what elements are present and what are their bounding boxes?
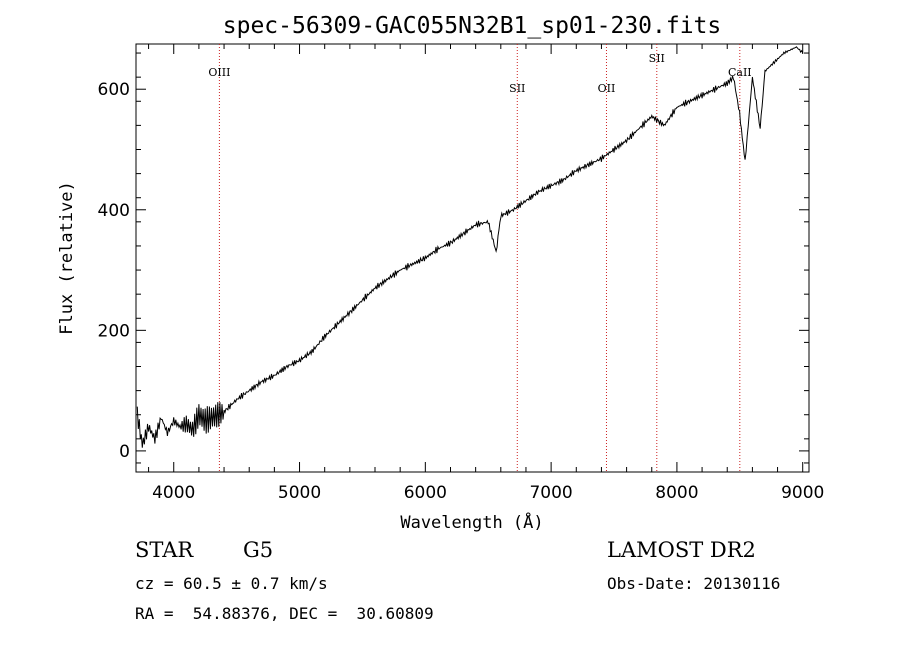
survey-name: LAMOST DR2 <box>607 538 756 562</box>
plot-frame <box>135 43 810 473</box>
redshift-info: cz = 60.5 ± 0.7 km/s <box>135 574 328 593</box>
x-axis-ticks: 4000 5000 6000 7000 8000 9000 <box>148 44 824 503</box>
x-tick-label-2: 6000 <box>404 483 447 503</box>
y-tick-label-0: 0 <box>119 442 130 462</box>
observation-date: Obs-Date: 20130116 <box>607 574 781 593</box>
object-class: STAR <box>135 538 194 562</box>
y-tick-label-3: 600 <box>98 80 130 100</box>
marker-label-3: SII <box>649 52 665 65</box>
x-tick-label-0: 4000 <box>152 483 195 503</box>
marker-label-2: OII <box>598 82 616 95</box>
x-tick-label-4: 8000 <box>655 483 698 503</box>
y-axis-label: Flux (relative) <box>57 181 77 335</box>
marker-label-1: SII <box>509 82 525 95</box>
x-tick-label-5: 9000 <box>781 483 824 503</box>
object-subclass: G5 <box>243 538 274 562</box>
y-tick-label-2: 400 <box>98 201 130 221</box>
x-axis-label: Wavelength (Å) <box>400 511 543 533</box>
y-tick-label-1: 200 <box>98 321 130 341</box>
coordinates-info: RA = 54.88376, DEC = 30.60809 <box>135 604 434 623</box>
spectrum-line <box>136 46 804 448</box>
emission-line-markers: OIII SII OII SII CaII <box>208 44 752 472</box>
marker-label-4: CaII <box>728 66 752 79</box>
x-tick-label-1: 5000 <box>278 483 321 503</box>
x-tick-label-3: 7000 <box>529 483 572 503</box>
chart-title: spec-56309-GAC055N32B1_sp01-230.fits <box>223 13 722 39</box>
marker-label-0: OIII <box>208 66 230 79</box>
y-axis-ticks: 0 200 400 600 <box>98 52 809 464</box>
